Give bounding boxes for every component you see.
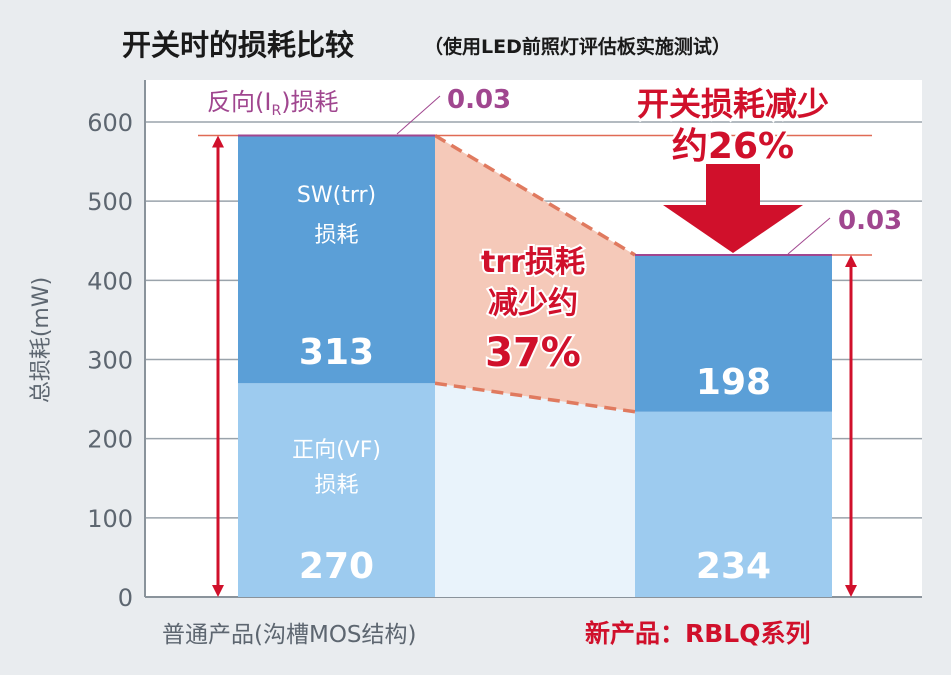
vf-label-2: 损耗 (314, 473, 358, 498)
y-axis-label: 总损耗(mW) (29, 277, 54, 403)
dashed-top-connector (434, 133, 636, 257)
vf-connector-area (435, 383, 635, 597)
bar-vf (238, 383, 435, 597)
total-arrow-head-down (845, 585, 857, 597)
chart-subtitle: （使用LED前照灯评估板实施测试） (424, 35, 731, 58)
ir-label: 反向(IR)损耗 (207, 88, 339, 119)
chart-title: 开关时的损耗比较 (122, 28, 354, 62)
dashed-bottom-connector (434, 381, 636, 414)
sw-label: SW(trr) (297, 183, 376, 208)
sw-label-2: 损耗 (314, 223, 358, 248)
switch-reduction-percent: 约26% (672, 126, 794, 167)
vf-label: 正向(VF) (292, 438, 381, 463)
bar-sw (635, 255, 832, 412)
bar-value-vf: 234 (696, 546, 771, 587)
trr-reduction-text: 减少约 (488, 286, 578, 321)
bar-vf (635, 411, 832, 597)
y-tick-label: 600 (87, 109, 133, 137)
y-tick-label: 0 (118, 584, 133, 612)
ir-value: 0.03 (838, 206, 902, 236)
bar-value-vf: 270 (299, 546, 374, 587)
bar-value-sw: 198 (696, 362, 771, 403)
y-tick-label: 400 (87, 267, 133, 295)
y-tick-label: 100 (87, 505, 133, 533)
category-label: 新产品：RBLQ系列 (585, 619, 811, 648)
total-arrow-head-up (212, 135, 224, 148)
y-tick-label: 500 (87, 188, 133, 216)
category-label: 普通产品(沟槽MOS结构) (162, 622, 417, 648)
bar-value-sw: 313 (299, 332, 374, 373)
y-tick-label: 300 (87, 347, 133, 375)
ir-value: 0.03 (447, 85, 511, 115)
trr-reduction-percent: 37% (485, 330, 581, 376)
trr-reduction-area (435, 135, 635, 412)
switch-reduction-text: 开关损耗减少 (637, 85, 829, 123)
y-tick-label: 200 (87, 426, 133, 454)
down-arrow-icon (663, 164, 803, 253)
total-arrow-head-up (845, 255, 857, 267)
ir-leader-line (396, 95, 441, 135)
bar-sw (238, 135, 435, 384)
ir-leader-line (787, 217, 831, 255)
total-arrow-head-down (212, 585, 224, 597)
trr-reduction-text: trr损耗 (481, 245, 585, 280)
